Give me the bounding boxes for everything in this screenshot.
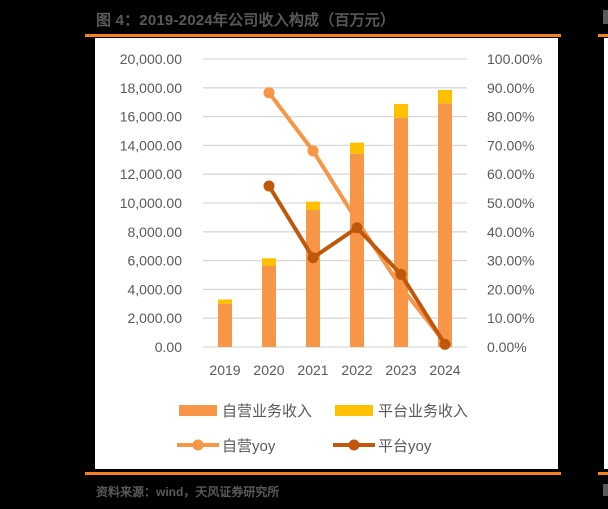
right-axis-tick: 60.00% [487, 166, 534, 182]
adjacent-chart-panel [604, 38, 608, 469]
bar-self-revenue [438, 103, 452, 348]
bar-platform-revenue [394, 104, 408, 118]
self-yoy-marker [395, 281, 407, 293]
bar-self-revenue [306, 210, 320, 347]
top-accent-rule [85, 34, 561, 37]
bar-platform-revenue [262, 258, 276, 266]
right-axis-tick: 100.00% [487, 51, 542, 67]
figure-title: 图 4：2019-2024年公司收入构成（百万元） [96, 12, 396, 29]
left-axis-tick: 10,000.00 [120, 195, 182, 211]
x-axis-tick: 2023 [385, 362, 416, 378]
platform-yoy-marker [263, 180, 275, 192]
left-axis-tick: 16,000.00 [120, 109, 182, 125]
bar-platform-revenue [218, 299, 232, 304]
right-axis-tick: 50.00% [487, 195, 534, 211]
bar-self-revenue [350, 153, 364, 347]
adjacent-source-fragment [603, 484, 608, 496]
right-axis-tick: 70.00% [487, 137, 534, 153]
source-note: 资料来源：wind，天风证券研究所 [96, 485, 280, 499]
adjacent-bottom-rule [598, 472, 608, 475]
adjacent-figure-title-fragment [603, 10, 608, 24]
left-axis-tick: 4,000.00 [128, 281, 183, 297]
x-axis-tick: 2021 [297, 362, 328, 378]
legend-swatch-platform-revenue [335, 405, 373, 416]
chart-panel: 0.00 2,000.00 4,000.00 6,000.00 8,000.00 10,0… [95, 38, 558, 469]
right-axis-tick: 30.00% [487, 253, 534, 269]
bottom-accent-rule [85, 472, 561, 475]
bar-self-revenue [394, 117, 408, 347]
left-axis-tick: 0.00 [155, 339, 182, 355]
right-axis-tick: 90.00% [487, 80, 534, 96]
left-axis-tick: 8,000.00 [128, 224, 183, 240]
bar-platform-revenue [350, 142, 364, 154]
left-axis-tick: 18,000.00 [120, 80, 182, 96]
bar-platform-revenue [438, 89, 452, 104]
left-axis-tick: 14,000.00 [120, 137, 182, 153]
left-axis-tick: 12,000.00 [120, 166, 182, 182]
legend-marker-self-yoy [192, 439, 204, 451]
platform-yoy-marker [307, 252, 319, 264]
legend-label: 自营yoy [222, 438, 276, 455]
x-axis-tick: 2019 [209, 362, 240, 378]
left-axis-tick: 2,000.00 [128, 310, 183, 326]
left-axis-tick: 6,000.00 [128, 253, 183, 269]
platform-yoy-marker [439, 338, 451, 350]
bar-platform-revenue [306, 201, 320, 211]
x-axis-tick: 2020 [253, 362, 284, 378]
legend-marker-platform-yoy [348, 439, 360, 451]
right-axis-tick: 80.00% [487, 109, 534, 125]
right-axis-tick: 20.00% [487, 281, 534, 297]
bar-self-revenue [218, 303, 232, 347]
platform-yoy-marker [395, 268, 407, 280]
self-yoy-marker [263, 87, 275, 99]
bar-self-revenue [262, 265, 276, 347]
combo-chart: 0.00 2,000.00 4,000.00 6,000.00 8,000.00 10,0… [120, 51, 543, 455]
self-yoy-marker [307, 145, 319, 157]
platform-yoy-marker [351, 222, 363, 234]
legend-label: 自营业务收入 [222, 403, 312, 420]
right-axis-tick: 0.00% [487, 339, 527, 355]
legend-swatch-self-revenue [179, 405, 217, 416]
x-axis-tick: 2022 [341, 362, 372, 378]
adjacent-top-rule [598, 34, 608, 37]
x-axis-tick: 2024 [429, 362, 460, 378]
right-axis-tick: 10.00% [487, 310, 534, 326]
legend-label: 平台yoy [378, 438, 432, 455]
left-axis-tick: 20,000.00 [120, 51, 182, 67]
legend-label: 平台业务收入 [378, 403, 468, 420]
right-axis-tick: 40.00% [487, 224, 534, 240]
